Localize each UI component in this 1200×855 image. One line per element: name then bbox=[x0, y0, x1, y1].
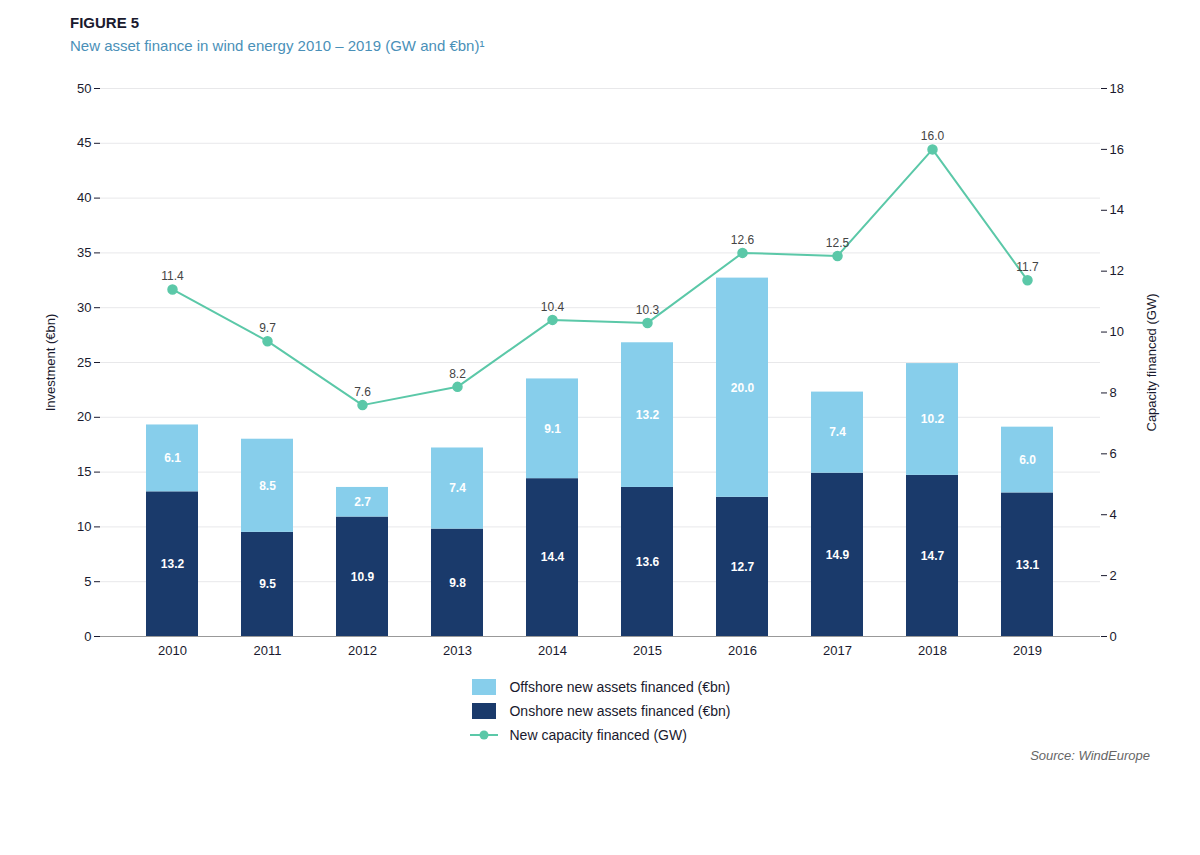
svg-text:16.0: 16.0 bbox=[921, 129, 945, 143]
svg-text:2010: 2010 bbox=[158, 643, 187, 658]
svg-text:14: 14 bbox=[1110, 202, 1124, 217]
svg-text:2011: 2011 bbox=[254, 643, 282, 658]
svg-text:0: 0 bbox=[84, 629, 91, 644]
svg-text:18: 18 bbox=[1110, 81, 1124, 96]
html-text:Offshore new assets financed (: Offshore new assets financed (€bn) bbox=[509, 679, 731, 695]
svg-text:40: 40 bbox=[77, 190, 91, 205]
svg-text:9.5: 9.5 bbox=[259, 577, 276, 591]
svg-text:12: 12 bbox=[1110, 263, 1124, 278]
svg-text:10.9: 10.9 bbox=[351, 570, 375, 584]
svg-text:14.9: 14.9 bbox=[826, 548, 850, 562]
svg-text:10: 10 bbox=[1110, 324, 1124, 339]
svg-text:8.2: 8.2 bbox=[449, 367, 466, 381]
svg-text:7.6: 7.6 bbox=[354, 385, 371, 399]
html-text:Onshore new assets financed (€: Onshore new assets financed (€bn) bbox=[509, 703, 731, 719]
html-text:FIGURE 5: FIGURE 5 bbox=[70, 14, 140, 31]
svg-text:6.0: 6.0 bbox=[1019, 453, 1036, 467]
svg-text:2016: 2016 bbox=[728, 643, 757, 658]
svg-text:15: 15 bbox=[77, 464, 91, 479]
html-text:New capacity financed (GW): New capacity financed (GW) bbox=[509, 727, 687, 743]
svg-text:9.7: 9.7 bbox=[259, 321, 276, 335]
svg-text:14.4: 14.4 bbox=[541, 550, 565, 564]
svg-text:30: 30 bbox=[77, 300, 91, 315]
svg-text:45: 45 bbox=[77, 135, 91, 150]
svg-text:13.6: 13.6 bbox=[636, 555, 660, 569]
svg-text:6: 6 bbox=[1110, 446, 1117, 461]
svg-text:12.5: 12.5 bbox=[826, 236, 850, 250]
svg-text:2019: 2019 bbox=[1013, 643, 1042, 658]
html-text:Source: WindEurope: Source: WindEurope bbox=[1030, 748, 1150, 763]
svg-text:7.4: 7.4 bbox=[829, 425, 846, 439]
svg-text:2.7: 2.7 bbox=[354, 495, 371, 509]
svg-text:16: 16 bbox=[1110, 142, 1124, 157]
svg-text:8: 8 bbox=[1110, 385, 1117, 400]
svg-text:11.7: 11.7 bbox=[1016, 260, 1039, 274]
svg-text:35: 35 bbox=[77, 245, 91, 260]
svg-text:4: 4 bbox=[1110, 507, 1117, 522]
svg-text:20: 20 bbox=[77, 409, 91, 424]
svg-text:5: 5 bbox=[84, 574, 91, 589]
svg-text:8.5: 8.5 bbox=[259, 479, 276, 493]
svg-text:2018: 2018 bbox=[918, 643, 947, 658]
svg-text:11.4: 11.4 bbox=[161, 269, 184, 283]
svg-text:50: 50 bbox=[77, 81, 91, 96]
svg-text:9.8: 9.8 bbox=[449, 576, 466, 590]
svg-text:2017: 2017 bbox=[823, 643, 852, 658]
svg-text:2012: 2012 bbox=[348, 643, 377, 658]
svg-text:20.0: 20.0 bbox=[731, 381, 755, 395]
html-text:New asset finance in wind ener: New asset finance in wind energy 2010 – … bbox=[70, 37, 485, 54]
svg-text:6.1: 6.1 bbox=[164, 451, 181, 465]
svg-text:0: 0 bbox=[1110, 629, 1117, 644]
svg-text:10.3: 10.3 bbox=[636, 303, 660, 317]
svg-text:2015: 2015 bbox=[633, 643, 662, 658]
svg-text:2: 2 bbox=[1110, 568, 1117, 583]
svg-text:10: 10 bbox=[77, 519, 91, 534]
svg-text:2013: 2013 bbox=[443, 643, 472, 658]
svg-text:2014: 2014 bbox=[538, 643, 567, 658]
svg-text:13.2: 13.2 bbox=[636, 408, 660, 422]
svg-text:14.7: 14.7 bbox=[921, 549, 945, 563]
svg-text:7.4: 7.4 bbox=[449, 481, 466, 495]
svg-text:25: 25 bbox=[77, 355, 91, 370]
svg-text:12.6: 12.6 bbox=[731, 233, 755, 247]
svg-text:9.1: 9.1 bbox=[544, 422, 561, 436]
svg-text:13.2: 13.2 bbox=[161, 557, 185, 571]
svg-text:10.4: 10.4 bbox=[541, 300, 565, 314]
svg-text:10.2: 10.2 bbox=[921, 412, 945, 426]
svg-text:Investment (€bn): Investment (€bn) bbox=[43, 314, 58, 412]
svg-text:12.7: 12.7 bbox=[731, 560, 755, 574]
svg-text:Capacity financed (GW): Capacity financed (GW) bbox=[1144, 294, 1159, 432]
svg-text:13.1: 13.1 bbox=[1016, 558, 1040, 572]
